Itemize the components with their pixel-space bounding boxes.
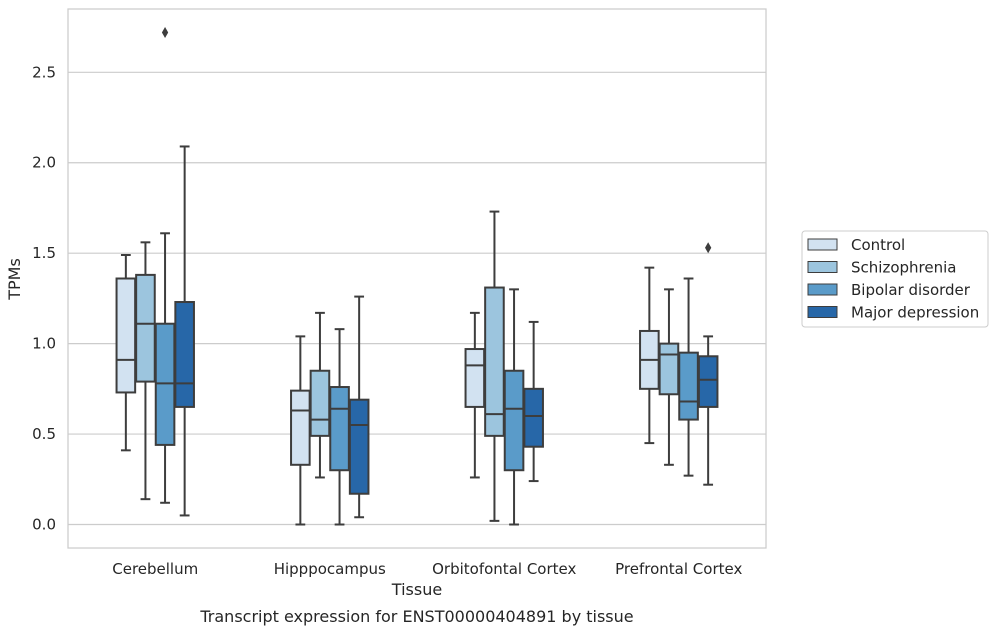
box-iqr bbox=[174, 301, 195, 408]
legend-label: Bipolar disorder bbox=[851, 281, 971, 299]
x-tick-label: Cerebellum bbox=[112, 560, 198, 578]
legend-swatch bbox=[807, 261, 838, 273]
legend-label: Major depression bbox=[851, 304, 979, 322]
box-3-0 bbox=[639, 266, 660, 445]
box-iqr bbox=[309, 369, 331, 437]
box-iqr bbox=[697, 355, 719, 408]
y-tick-label: 1.5 bbox=[32, 244, 56, 262]
box-0-0 bbox=[115, 253, 137, 452]
box-iqr bbox=[115, 277, 137, 394]
box-3-3 bbox=[697, 242, 719, 486]
y-axis-title: TPMs bbox=[5, 258, 24, 301]
box-1-1 bbox=[309, 311, 331, 479]
box-1-3 bbox=[348, 295, 370, 519]
plot-frame bbox=[67, 8, 767, 549]
chart-caption: Transcript expression for ENST0000040489… bbox=[199, 607, 633, 626]
outlier-point bbox=[161, 27, 169, 38]
box-iqr bbox=[290, 389, 311, 466]
x-tick-label: Prefrontal Cortex bbox=[615, 560, 742, 578]
plot-area bbox=[68, 9, 766, 548]
x-tick-label: Orbitofontal Cortex bbox=[432, 560, 576, 578]
box-3-2 bbox=[678, 277, 699, 477]
box-groups bbox=[115, 27, 719, 526]
y-tick-labels: 0.0 0.5 1.0 1.5 2.0 2.5 bbox=[32, 63, 56, 533]
box-0-1 bbox=[135, 241, 156, 501]
box-iqr bbox=[464, 348, 486, 408]
legend-frame bbox=[801, 230, 989, 328]
box-iqr bbox=[503, 369, 525, 472]
legend-label: Schizophrenia bbox=[851, 259, 956, 277]
box-0-3 bbox=[174, 145, 195, 517]
box-iqr bbox=[484, 286, 505, 437]
box-iqr bbox=[135, 273, 156, 383]
y-tick-label: 2.5 bbox=[32, 63, 56, 81]
box-0-2 bbox=[154, 27, 176, 504]
box-3-1 bbox=[658, 288, 680, 466]
x-tick-labels: Cerebellum Hipppocampus Orbitofontal Corte… bbox=[112, 560, 742, 578]
box-1-2 bbox=[329, 328, 350, 526]
box-2-3 bbox=[523, 320, 544, 483]
legend-swatch bbox=[807, 306, 838, 318]
box-iqr bbox=[658, 342, 680, 396]
x-tick-label: Hipppocampus bbox=[274, 560, 386, 578]
legend-swatch bbox=[807, 238, 838, 251]
box-iqr bbox=[523, 387, 544, 448]
y-tick-label: 0.5 bbox=[32, 425, 56, 443]
y-tick-label: 1.0 bbox=[32, 335, 56, 353]
y-tick-label: 2.0 bbox=[32, 154, 56, 172]
box-iqr bbox=[678, 351, 699, 421]
box-2-1 bbox=[484, 210, 505, 522]
legend-swatch bbox=[807, 283, 838, 296]
y-tick-label: 0.0 bbox=[32, 515, 56, 533]
outlier-point bbox=[705, 242, 712, 254]
legend: Control Schizophrenia Bipolar disorder Majo… bbox=[801, 230, 989, 328]
x-axis-title: Tissue bbox=[391, 580, 442, 599]
box-iqr bbox=[329, 386, 350, 472]
legend-label: Control bbox=[851, 236, 905, 254]
box-iqr bbox=[348, 398, 370, 495]
